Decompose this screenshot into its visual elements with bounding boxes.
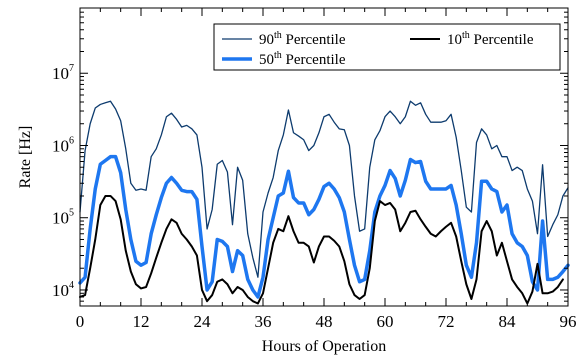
series-line-90th: [79, 100, 569, 278]
series-line-50th: [78, 154, 570, 299]
x-tick-label: 36: [255, 312, 272, 331]
x-tick-label: 24: [194, 312, 212, 331]
x-tick-label: 96: [560, 312, 577, 331]
x-tick-label: 84: [499, 312, 517, 331]
x-tick-label: 60: [377, 312, 394, 331]
x-axis-title: Hours of Operation: [262, 338, 386, 355]
y-tick-label: 107: [52, 63, 74, 83]
series-line-10th: [79, 194, 564, 305]
legend-box: [213, 23, 561, 71]
y-tick-label: 106: [52, 135, 74, 155]
legend-label-10th: 10th Percentile: [447, 30, 534, 48]
y-tick-label: 105: [52, 208, 74, 228]
y-axis-title: Rate [Hz]: [17, 126, 34, 189]
y-tick-label: 104: [52, 280, 74, 300]
legend: 90th Percentile 50th Percentile 10th Perce…: [213, 23, 561, 71]
x-tick-label: 72: [438, 312, 455, 331]
legend-label-50th: 50th Percentile: [259, 50, 346, 68]
x-tick-label: 12: [133, 312, 150, 331]
x-tick-label: 48: [316, 312, 333, 331]
x-tick-label: 0: [76, 312, 85, 331]
legend-label-90th: 90th Percentile: [259, 30, 346, 48]
